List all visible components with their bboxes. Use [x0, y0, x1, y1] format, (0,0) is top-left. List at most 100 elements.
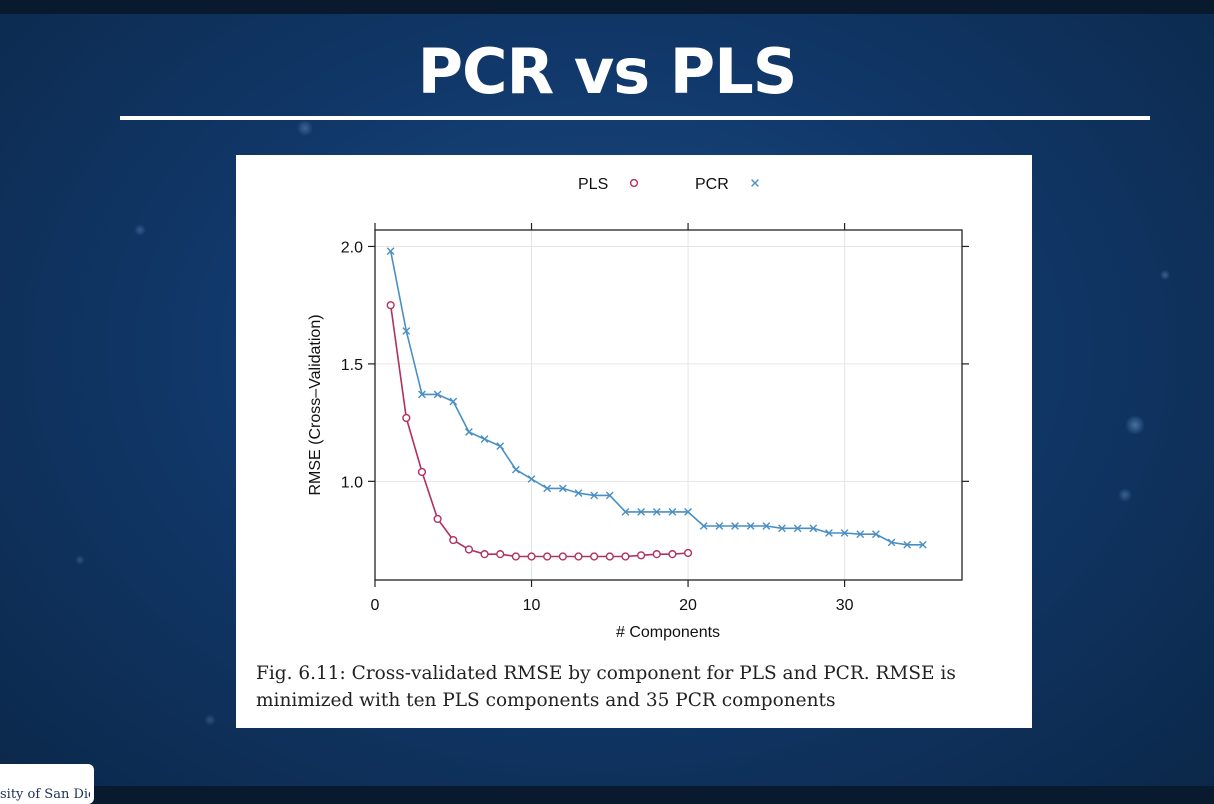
title-underline	[120, 116, 1150, 120]
pcr-point-stroke	[605, 491, 614, 500]
pcr-point-stroke	[386, 247, 395, 256]
pls-point	[386, 301, 395, 310]
pcr-point	[496, 442, 505, 451]
pls-point	[683, 548, 693, 558]
pcr-point-stroke	[809, 524, 818, 533]
pcr-point	[590, 491, 599, 500]
pcr-point	[574, 489, 583, 497]
pcr-point	[511, 465, 520, 474]
pcr-point-stroke	[793, 524, 802, 533]
pls-point	[527, 552, 536, 561]
pls-point	[574, 552, 583, 561]
axis-layer: 0 10 20 30 1.0 1.5 2.0	[341, 223, 969, 614]
pcr-point-stroke	[918, 540, 927, 549]
figure-card: 0 10 20 30 1.0 1.5 2.0 PLS PCR # Components RMS…	[236, 155, 1032, 728]
pls-point	[652, 550, 661, 559]
x-tick-label: 0	[371, 597, 380, 614]
top-frame-strip	[0, 0, 1214, 14]
y-tick-label: 2.0	[341, 239, 363, 256]
pcr-point-stroke	[699, 522, 708, 530]
pcr-point-stroke	[433, 390, 442, 399]
legend: PLS PCR	[578, 176, 759, 193]
pcr-point-stroke	[511, 465, 520, 474]
legend-marker-pcr	[751, 179, 759, 187]
pcr-point-stroke	[715, 522, 724, 530]
pls-point	[558, 552, 567, 561]
pcr-point-stroke	[465, 428, 473, 436]
x-axis-label: # Components	[616, 624, 720, 641]
pls-point	[496, 550, 505, 559]
pcr-point-stroke	[418, 390, 426, 399]
pcr-point-stroke	[621, 507, 630, 516]
pcr-point	[418, 390, 426, 399]
pcr-point	[809, 524, 818, 533]
figure-caption: Fig. 6.11: Cross-validated RMSE by compo…	[256, 663, 956, 711]
pcr-point	[652, 507, 661, 516]
pcr-point	[684, 507, 692, 516]
pcr-point-stroke	[668, 507, 677, 516]
pcr-point-stroke	[731, 522, 739, 530]
slide-title: PCR vs PLS	[417, 35, 798, 108]
pcr-point	[778, 524, 786, 533]
pcr-point	[856, 530, 865, 539]
pcr-point-stroke	[684, 507, 692, 516]
pcr-point-stroke	[825, 529, 833, 537]
pcr-point	[918, 540, 927, 549]
pcr-point-stroke	[558, 484, 567, 493]
plot-frame	[374, 229, 963, 581]
pcr-point-stroke	[543, 484, 552, 493]
pcr-point	[793, 524, 802, 533]
pcr-point-stroke	[449, 397, 458, 406]
pcr-series-line	[389, 250, 923, 546]
pcr-point	[621, 507, 630, 516]
pcr-point-stroke	[574, 489, 583, 497]
pls-point	[402, 413, 411, 423]
pcr-point	[637, 507, 646, 516]
y-axis-label: RMSE (Cross–Validation)	[307, 314, 324, 495]
pcr-point-stroke	[496, 442, 505, 451]
x-tick-label: 20	[679, 597, 697, 614]
legend-marker-stroke	[751, 179, 759, 187]
pcr-point	[465, 428, 473, 436]
pls-point	[433, 514, 442, 524]
legend-label-pls: PLS	[578, 176, 608, 193]
pcr-point	[386, 247, 395, 256]
rmse-chart: 0 10 20 30 1.0 1.5 2.0 PLS PCR # Components RMS…	[307, 176, 969, 641]
pcr-point-stroke	[480, 435, 489, 443]
pcr-point-stroke	[402, 327, 411, 335]
x-tick-label: 30	[836, 597, 854, 614]
pcr-point	[449, 397, 458, 406]
pcr-point-stroke	[590, 491, 599, 500]
pcr-point-stroke	[903, 540, 912, 549]
pls-point	[621, 552, 630, 561]
pcr-point-stroke	[652, 507, 661, 516]
pcr-point	[527, 475, 536, 483]
pls-point	[480, 550, 489, 559]
pcr-point	[731, 522, 739, 530]
grid-layer	[374, 230, 962, 580]
pls-point	[464, 545, 474, 554]
pcr-point-stroke	[778, 524, 786, 533]
series-layer	[386, 247, 927, 561]
university-logo-text: sity of San Diego	[0, 787, 90, 802]
pcr-point	[840, 529, 849, 537]
x-tick-label: 10	[523, 597, 541, 614]
pcr-point	[746, 522, 755, 530]
pcr-point-stroke	[762, 522, 771, 530]
y-tick-label: 1.0	[341, 474, 363, 491]
pcr-point-stroke	[840, 529, 849, 537]
pls-point	[637, 551, 646, 560]
pcr-point	[825, 529, 833, 537]
pls-point	[590, 552, 599, 561]
pcr-point-stroke	[527, 475, 536, 483]
pls-point	[605, 552, 614, 561]
pcr-point	[762, 522, 771, 530]
pcr-point	[605, 491, 614, 500]
pls-point	[449, 535, 458, 545]
y-tick-label: 1.5	[341, 357, 363, 374]
pcr-point	[558, 484, 567, 493]
legend-marker-pls	[629, 178, 639, 188]
pcr-point	[699, 522, 708, 530]
pls-point	[417, 467, 427, 477]
pcr-point	[887, 538, 896, 547]
